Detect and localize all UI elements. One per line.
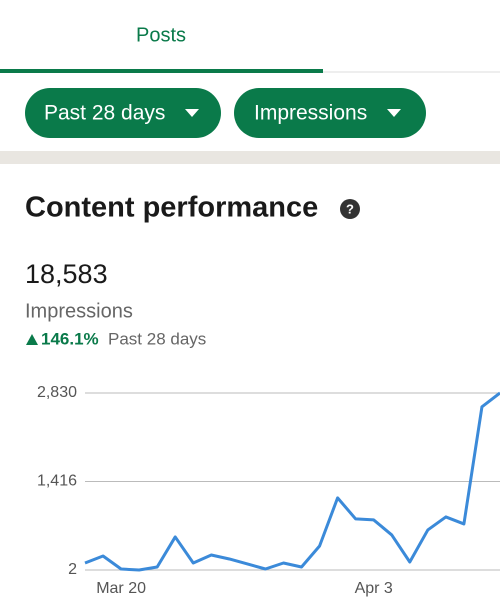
section-title: Content performance bbox=[25, 192, 318, 224]
change-period: Past 28 days bbox=[108, 329, 206, 348]
posts-tab[interactable]: Posts bbox=[136, 24, 186, 46]
x-tick-label: Apr 3 bbox=[355, 580, 393, 597]
filter-button[interactable] bbox=[25, 88, 221, 138]
filter-label: Past 28 days bbox=[44, 102, 165, 125]
change-value: 146.1% bbox=[41, 329, 99, 348]
filter-button[interactable] bbox=[234, 88, 426, 138]
section-separator bbox=[0, 151, 500, 164]
up-arrow bbox=[26, 334, 38, 345]
total-value: 18,583 bbox=[25, 259, 108, 289]
y-tick-label: 2 bbox=[68, 561, 77, 578]
tab-underline bbox=[0, 69, 323, 73]
help-icon[interactable] bbox=[340, 199, 360, 219]
help-icon-glyph: ? bbox=[346, 201, 354, 216]
filter-label: Impressions bbox=[254, 102, 367, 125]
metric-label: Impressions bbox=[25, 300, 133, 322]
chart: 2 1,416 2,830 Mar 20 Apr 3 bbox=[37, 384, 500, 597]
dropdown-caret bbox=[185, 109, 199, 117]
dropdown-caret bbox=[387, 109, 401, 117]
y-tick-label: 2,830 bbox=[37, 384, 77, 401]
x-tick-label: Mar 20 bbox=[96, 580, 146, 597]
y-tick-label: 1,416 bbox=[37, 473, 77, 490]
data-line bbox=[84, 391, 500, 572]
